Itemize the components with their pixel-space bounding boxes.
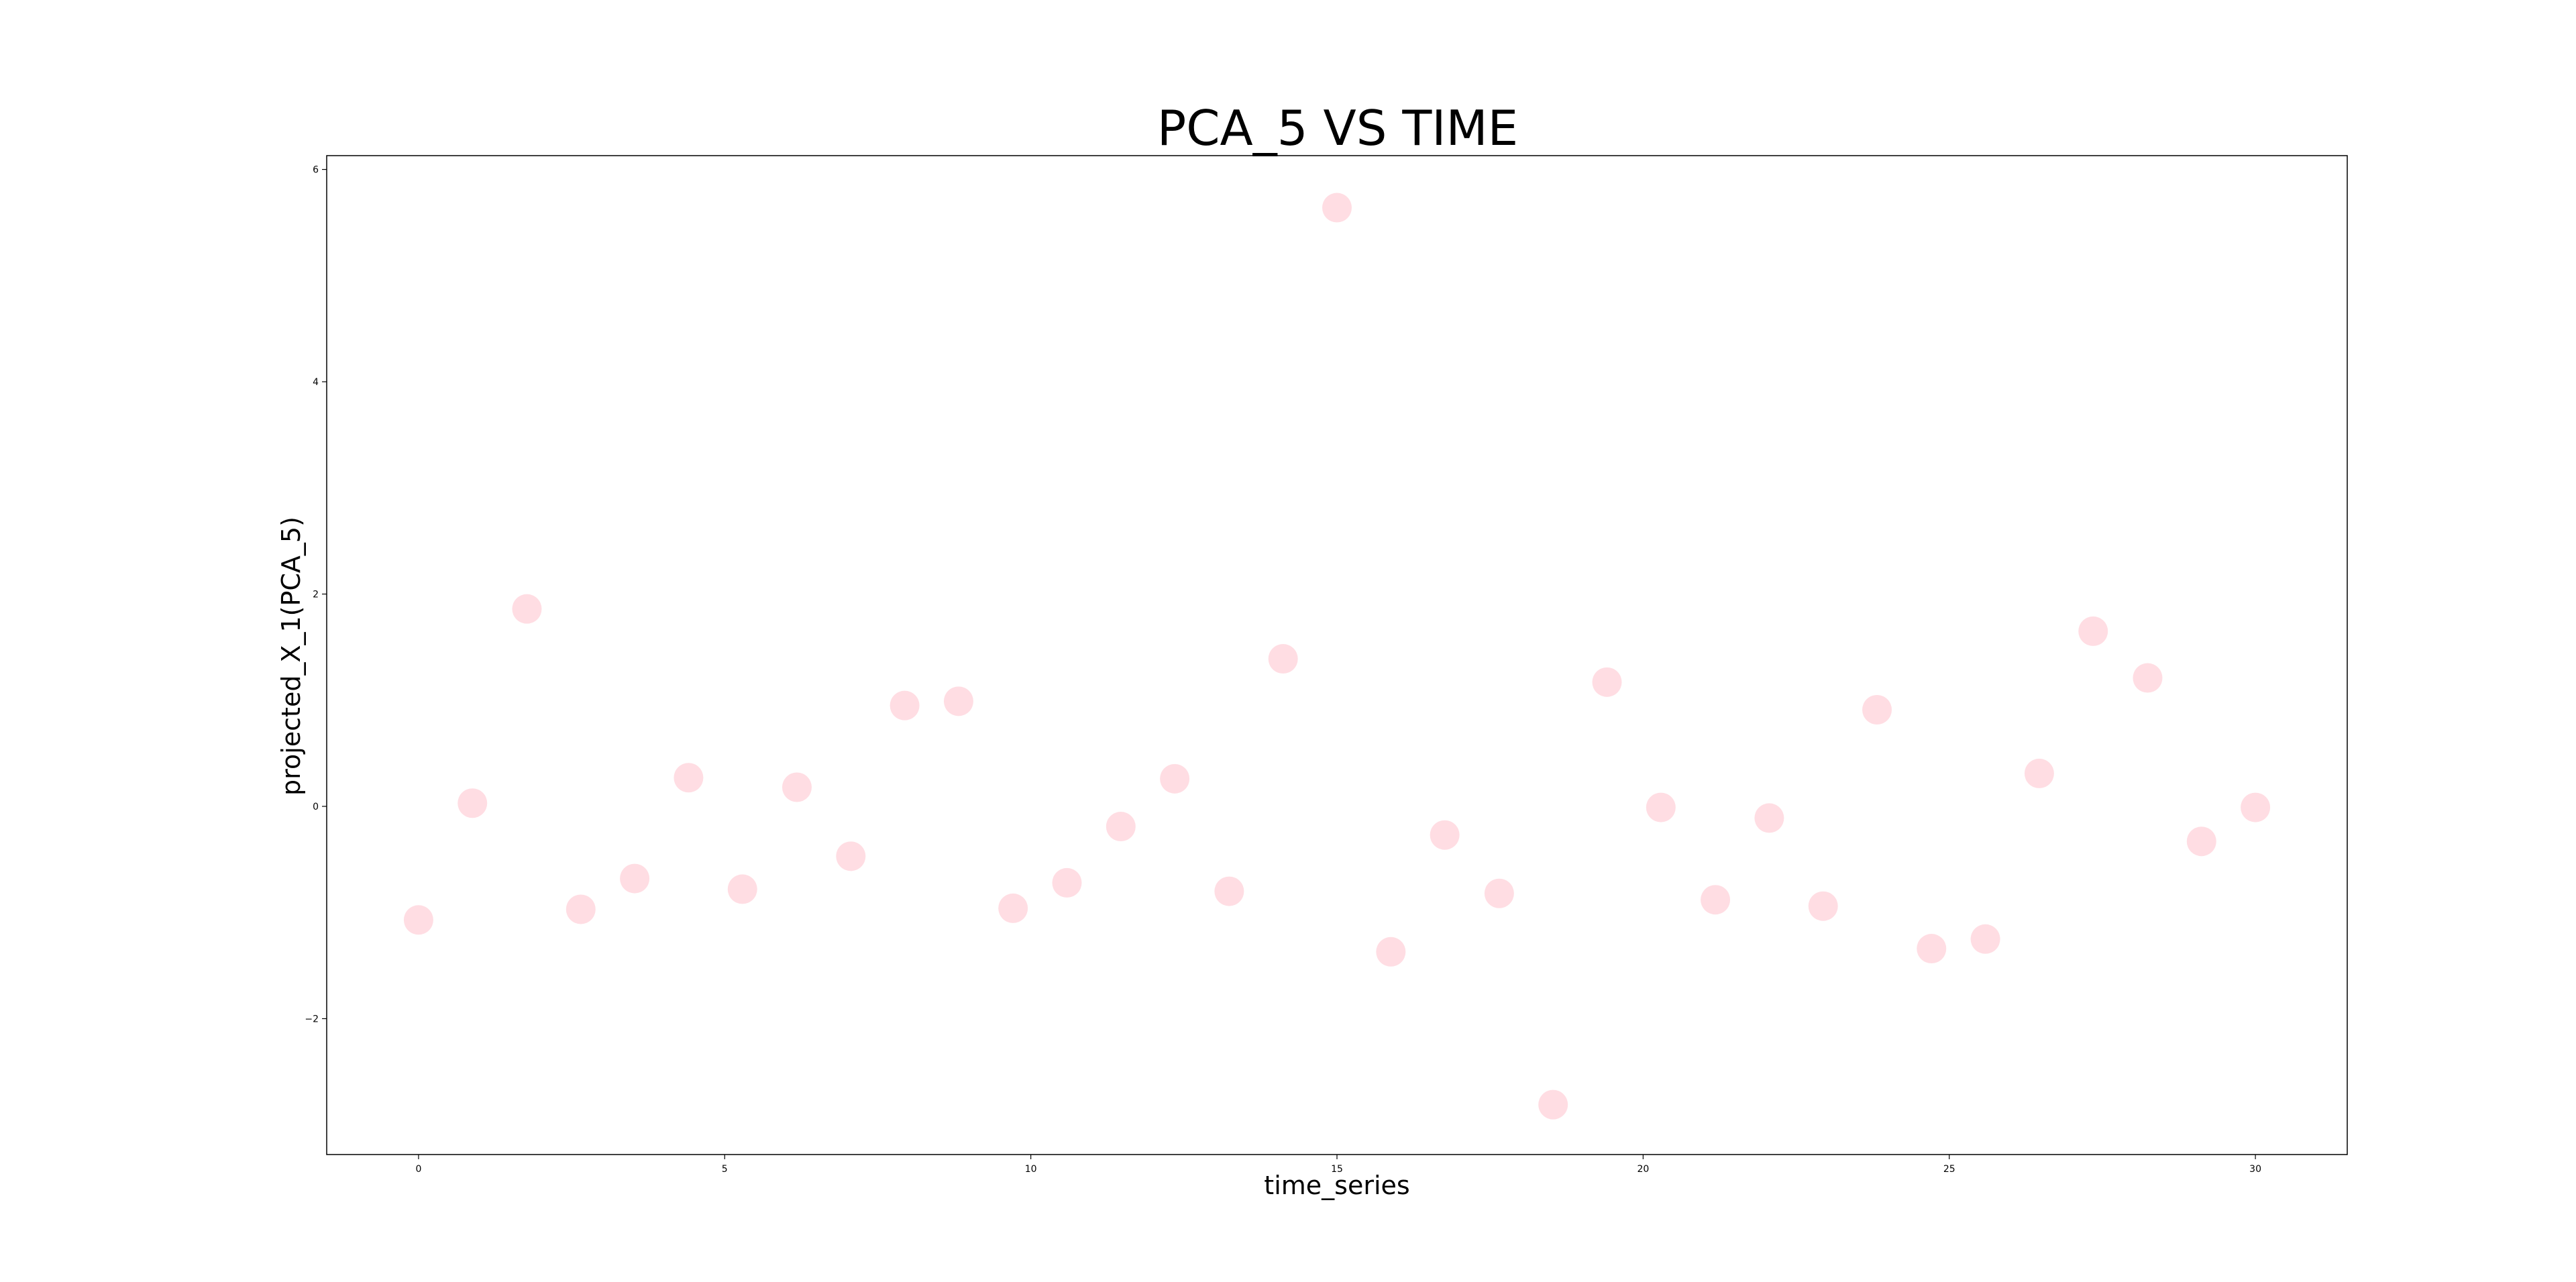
scatter-point xyxy=(1052,867,1082,898)
y-axis-label: projected_X_1(PCA_5) xyxy=(276,517,306,796)
scatter-point xyxy=(1754,803,1784,833)
scatter-point xyxy=(1160,763,1190,794)
scatter-point xyxy=(566,894,596,924)
scatter-point xyxy=(512,594,542,624)
x-tick-label: 30 xyxy=(2249,1164,2261,1175)
scatter-point xyxy=(1430,820,1460,850)
y-tick-label: 2 xyxy=(313,590,319,600)
chart-title: PCA_5 VS TIME xyxy=(1157,100,1518,156)
x-tick-label: 25 xyxy=(1943,1164,1955,1175)
scatter-point xyxy=(1862,694,1892,725)
scatter-point xyxy=(890,690,920,720)
scatter-point xyxy=(458,788,488,818)
scatter-point xyxy=(727,874,757,904)
scatter-point xyxy=(782,772,812,802)
x-tick-label: 20 xyxy=(1637,1164,1649,1175)
y-tick-label: 6 xyxy=(313,165,319,176)
x-tick-label: 15 xyxy=(1331,1164,1343,1175)
scatter-point xyxy=(2241,792,2271,822)
scatter-point xyxy=(1106,812,1136,842)
plot-area xyxy=(326,155,2348,1155)
scatter-point xyxy=(2078,616,2108,646)
scatter-point xyxy=(1970,924,2000,954)
scatter-point xyxy=(674,763,704,793)
scatter-point xyxy=(1808,891,1838,921)
scatter-point xyxy=(998,893,1028,923)
scatter-point xyxy=(836,841,866,871)
scatter-points xyxy=(403,193,2271,1120)
scatter-point xyxy=(403,905,433,935)
scatter-point xyxy=(1701,885,1731,915)
y-tick-label: 4 xyxy=(313,377,319,388)
x-axis: 0 5 10 15 20 25 30 xyxy=(415,1155,2261,1175)
scatter-point xyxy=(620,863,650,894)
y-tick-label: −2 xyxy=(305,1014,319,1024)
y-axis: −2 0 2 4 6 xyxy=(305,165,327,1024)
scatter-point xyxy=(1376,937,1406,967)
x-tick-label: 5 xyxy=(722,1164,728,1175)
scatter-point xyxy=(1322,193,1352,223)
scatter-point xyxy=(943,686,973,716)
scatter-point xyxy=(2186,826,2216,857)
scatter-point xyxy=(1484,878,1514,908)
scatter-point xyxy=(2024,758,2054,788)
x-tick-label: 10 xyxy=(1025,1164,1037,1175)
scatter-point xyxy=(1592,667,1622,697)
scatter-point xyxy=(1538,1089,1568,1120)
scatter-point xyxy=(1268,644,1298,674)
x-axis-label: time_series xyxy=(1264,1171,1409,1200)
scatter-point xyxy=(1917,934,1947,964)
scatter-point xyxy=(1646,792,1676,822)
scatter-point xyxy=(2133,663,2163,693)
x-tick-label: 0 xyxy=(415,1164,421,1175)
y-tick-label: 0 xyxy=(313,802,319,812)
scatter-point xyxy=(1214,876,1244,906)
